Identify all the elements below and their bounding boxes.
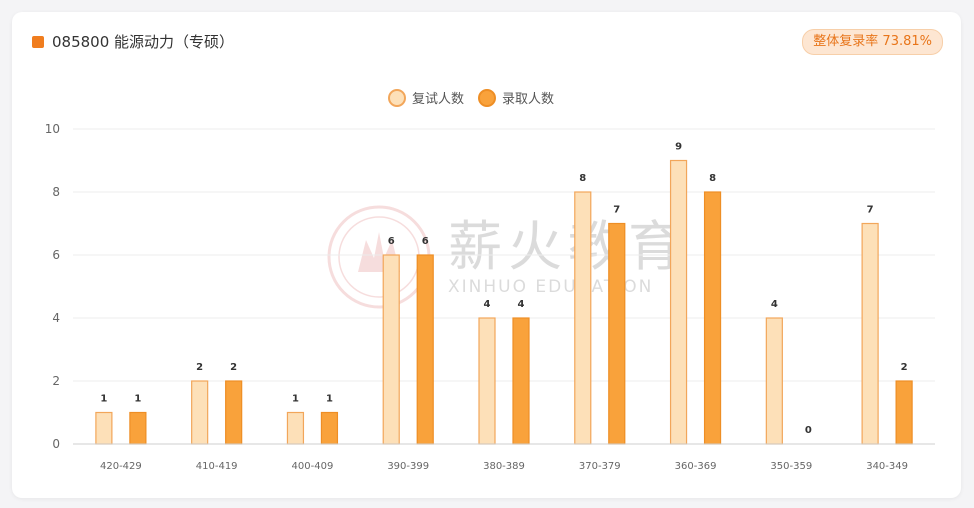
x-tick-label: 350-359 (770, 461, 812, 472)
data-label: 1 (134, 394, 141, 405)
legend-label-retest: 复试人数 (412, 92, 465, 107)
data-label: 1 (292, 394, 299, 405)
data-label: 6 (388, 236, 395, 247)
bar-retest[interactable] (286, 411, 305, 445)
data-label: 4 (484, 299, 491, 310)
bar-admit[interactable] (895, 380, 913, 445)
data-label: 2 (901, 362, 908, 373)
bar-admit[interactable] (416, 254, 434, 445)
card-title: 085800 能源动力（专硕） (52, 33, 235, 51)
bar-admit[interactable] (129, 411, 147, 445)
data-label: 4 (771, 299, 778, 310)
watermark: 薪火教育 XINHUO EDUCATION (327, 205, 688, 309)
data-label: 6 (422, 236, 429, 247)
data-label: 2 (196, 362, 203, 373)
x-tick-label: 380-389 (483, 461, 525, 472)
data-label: 8 (709, 173, 716, 184)
x-tick-label: 410-419 (196, 461, 238, 472)
bar-retest[interactable] (382, 254, 400, 445)
data-label: 7 (867, 205, 874, 216)
y-tick-label: 0 (52, 437, 60, 451)
legend-item-admit[interactable]: 录取人数 (478, 88, 554, 107)
x-tick-label: 420-429 (100, 461, 142, 472)
legend-label-admit: 录取人数 (502, 92, 555, 107)
bar-admit[interactable] (608, 222, 626, 445)
x-tick-label: 340-349 (866, 461, 908, 472)
bar-admit[interactable] (703, 191, 722, 445)
bar-retest[interactable] (478, 317, 496, 445)
y-tick-label: 8 (52, 185, 60, 199)
legend-swatch-admit (478, 88, 497, 107)
legend-swatch-retest (388, 88, 406, 107)
bar-admit[interactable] (225, 380, 243, 445)
data-label: 2 (230, 362, 237, 373)
y-tick-label: 10 (45, 122, 60, 136)
bar-retest[interactable] (191, 380, 209, 445)
x-tick-label: 390-399 (387, 461, 429, 472)
y-tick-label: 2 (52, 374, 60, 388)
x-tick-label: 370-379 (579, 461, 621, 472)
watermark-brand: 薪火教育 (448, 215, 688, 278)
bar-retest[interactable] (669, 159, 688, 445)
x-tick-label: 360-369 (675, 461, 717, 472)
legend-item-retest[interactable]: 复试人数 (388, 88, 464, 107)
data-label: 4 (518, 299, 525, 310)
data-label: 0 (805, 425, 812, 436)
bar-retest[interactable] (574, 191, 592, 445)
x-tick-label: 400-409 (292, 461, 334, 472)
y-tick-label: 6 (52, 248, 60, 262)
title-marker (32, 36, 44, 48)
watermark-brand-en: XINHUO EDUCATION (448, 277, 653, 297)
data-label: 7 (613, 205, 620, 216)
y-tick-label: 4 (52, 311, 60, 325)
overall-rate-badge: 整体复录率 73.81% (802, 29, 943, 55)
bar-retest[interactable] (95, 411, 113, 445)
bar-retest[interactable] (861, 222, 879, 445)
bar-admit[interactable] (320, 411, 339, 445)
data-label: 1 (326, 394, 333, 405)
bar-admit[interactable] (512, 317, 530, 445)
data-label: 9 (675, 142, 682, 153)
data-label: 8 (579, 173, 586, 184)
data-label: 1 (100, 394, 107, 405)
chart-legend: 复试人数 录取人数 (388, 88, 554, 107)
bar-retest[interactable] (765, 317, 783, 445)
